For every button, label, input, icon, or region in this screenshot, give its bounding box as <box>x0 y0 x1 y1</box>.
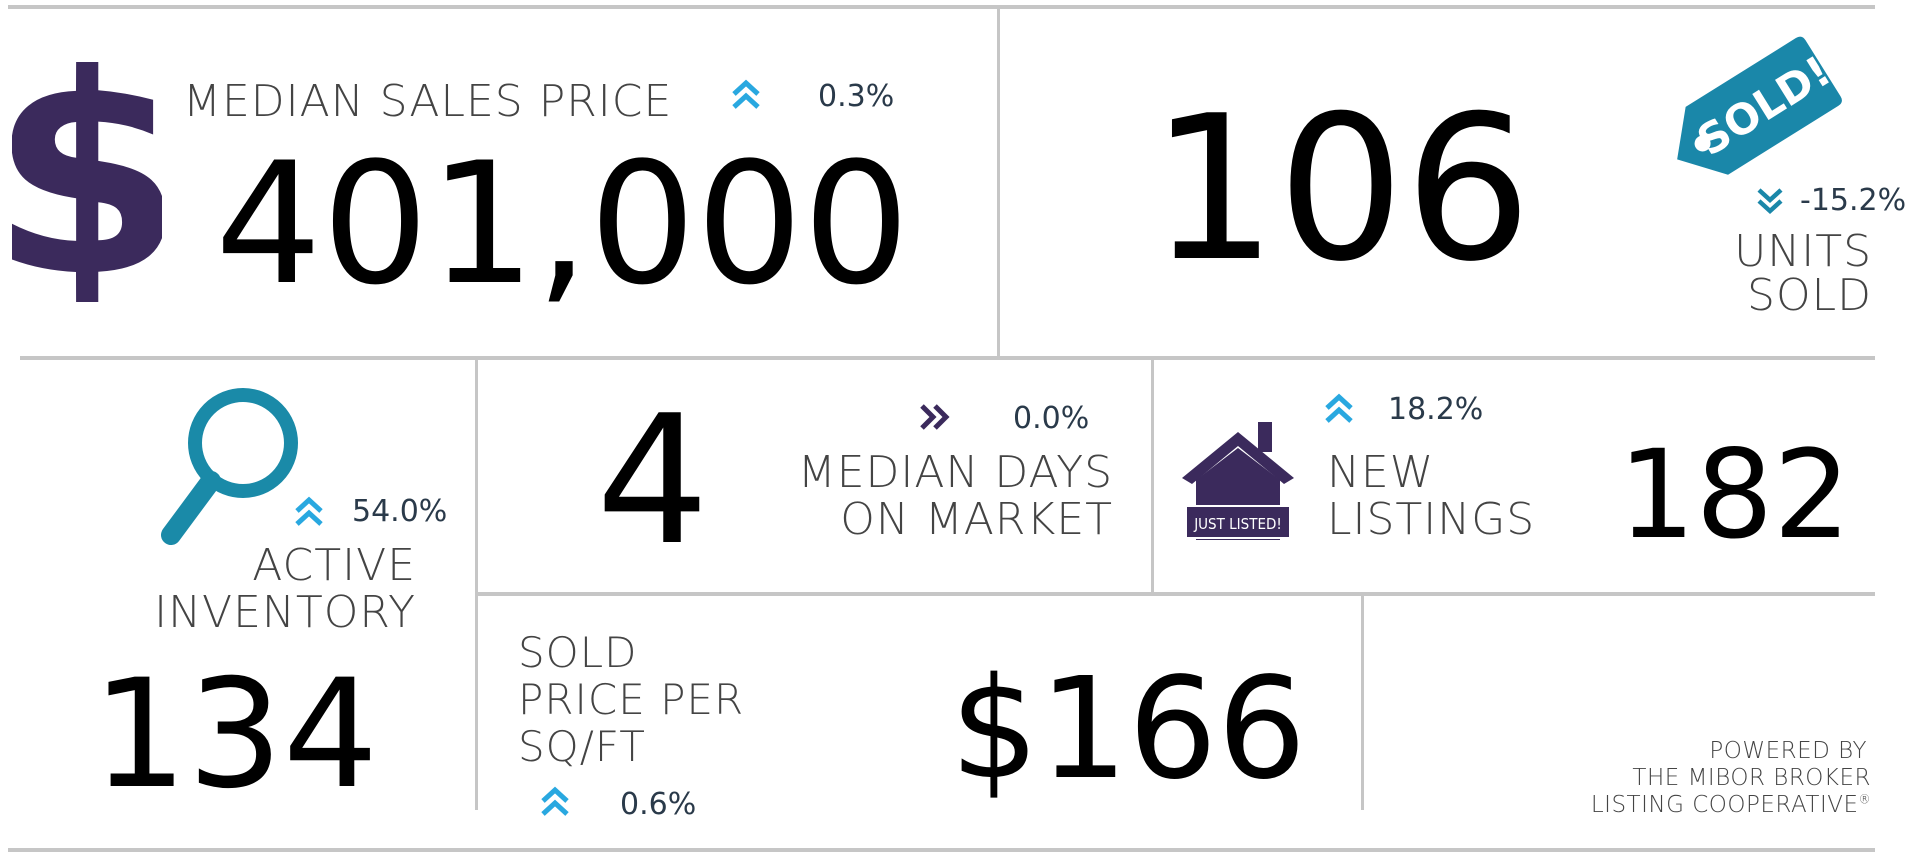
footer-line3: LISTING COOPERATIVE® <box>1591 792 1871 818</box>
median-price-label: MEDIAN SALES PRICE <box>183 76 673 127</box>
new-listings-change: 18.2% <box>1388 392 1484 427</box>
divider-left-column <box>475 360 478 810</box>
price-per-sqft-value: $166 <box>950 648 1307 811</box>
price-per-sqft-label-line2: PRICE PER <box>518 675 745 724</box>
active-inventory-label-line2: INVENTORY <box>154 587 416 638</box>
new-listings-label-line2: LISTINGS <box>1327 494 1536 545</box>
up-arrow-icon <box>538 785 572 824</box>
divider-top <box>8 5 1875 9</box>
down-arrow-icon <box>1755 186 1785 221</box>
units-sold-label-line1: UNITS <box>1734 226 1872 277</box>
active-inventory-value: 134 <box>92 648 379 822</box>
active-inventory-change: 54.0% <box>352 494 448 529</box>
dollar-icon: $ <box>0 13 184 339</box>
up-arrow-icon <box>729 78 763 117</box>
days-on-market-value: 4 <box>596 377 710 584</box>
price-per-sqft-change: 0.6% <box>620 787 697 822</box>
days-on-market-label-line2: ON MARKET <box>840 494 1113 545</box>
footer-line1: POWERED BY <box>1709 738 1867 764</box>
divider-top-middle <box>997 8 1000 358</box>
units-sold-change: -15.2% <box>1800 183 1907 218</box>
double-chevron-right-icon <box>918 402 952 437</box>
active-inventory-label-line1: ACTIVE <box>252 540 416 591</box>
new-listings-value: 182 <box>1618 424 1851 566</box>
days-on-market-change: 0.0% <box>1013 401 1090 436</box>
up-arrow-icon <box>292 495 326 534</box>
new-listings-label-line1: NEW <box>1327 447 1435 498</box>
divider-middle-row2 <box>1151 360 1154 594</box>
units-sold-value: 106 <box>1150 73 1532 306</box>
divider-bottom-right <box>1361 596 1364 810</box>
svg-text:$: $ <box>12 62 162 302</box>
median-price-value: 401,000 <box>215 126 910 322</box>
days-on-market-label-line1: MEDIAN DAYS <box>797 447 1113 498</box>
just-listed-sign: JUST LISTED! <box>1193 515 1282 533</box>
footer-line2: THE MIBOR BROKER <box>1632 765 1871 791</box>
divider-row1 <box>20 356 1875 360</box>
house-icon: JUST LISTED! <box>1178 418 1298 540</box>
median-price-change: 0.3% <box>818 79 895 114</box>
sold-tag-icon: SOLD! <box>1645 32 1845 202</box>
up-arrow-icon <box>1322 392 1356 431</box>
divider-bottom <box>8 848 1875 852</box>
magnifier-icon <box>155 385 305 555</box>
price-per-sqft-label-line1: SOLD <box>518 628 638 677</box>
price-per-sqft-label-line3: SQ/FT <box>518 722 646 771</box>
registered-mark: ® <box>1858 792 1871 807</box>
footer-line3-text: LISTING COOPERATIVE <box>1590 792 1859 818</box>
units-sold-label-line2: SOLD <box>1747 270 1872 321</box>
divider-row2 <box>478 592 1875 596</box>
